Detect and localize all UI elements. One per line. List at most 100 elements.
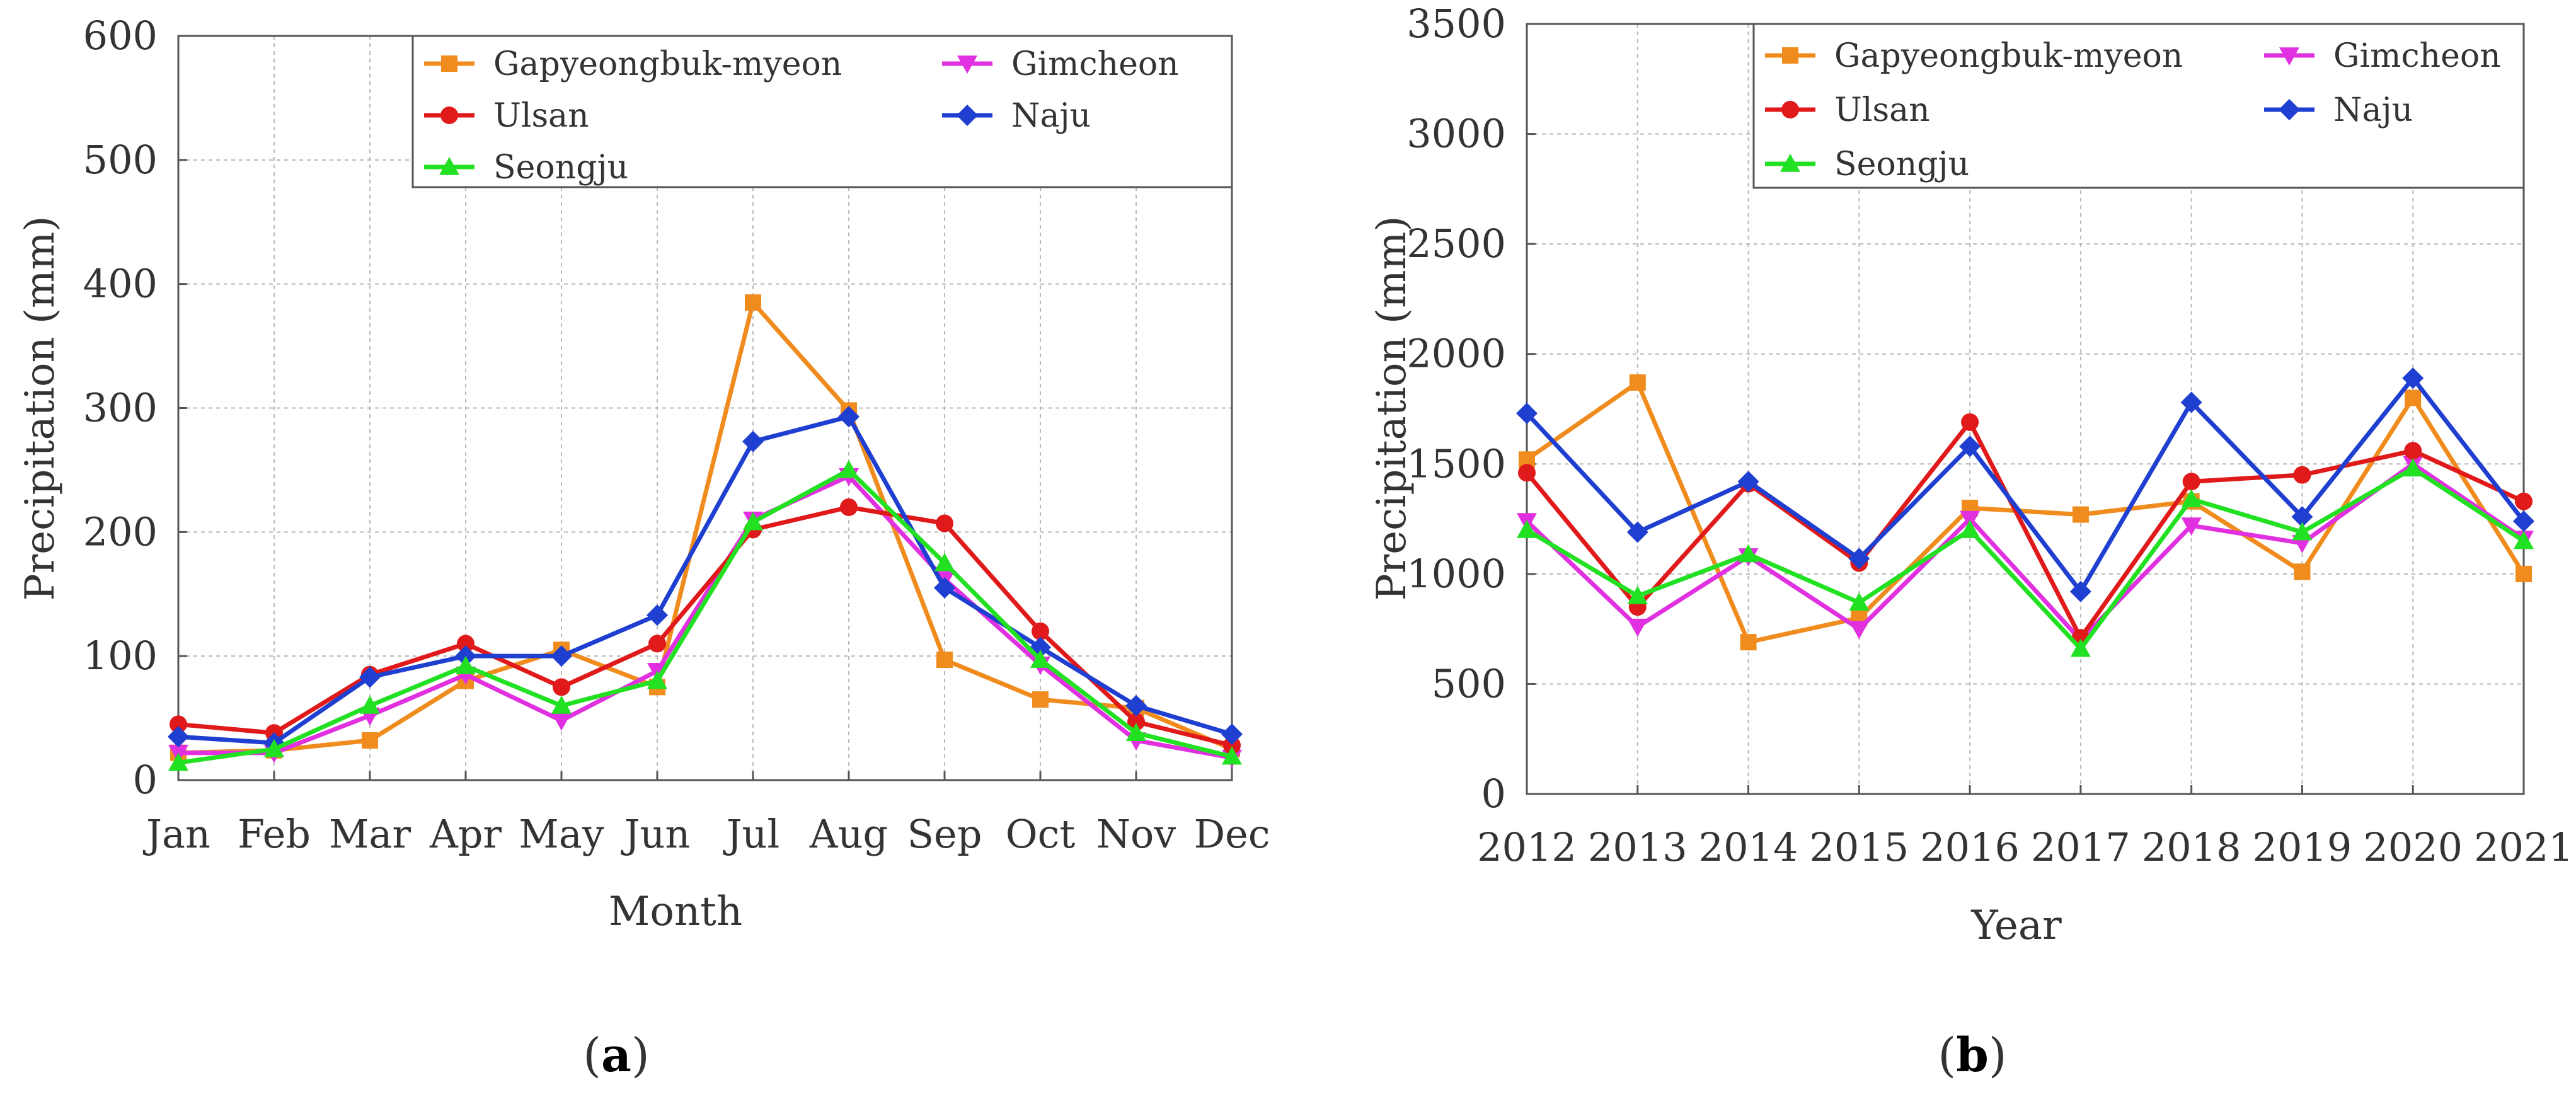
- data-point-naju: [2291, 506, 2313, 528]
- data-point-seongju: [1738, 544, 1759, 563]
- x-tick-label: Jul: [723, 811, 780, 857]
- series-ulsan: [1518, 413, 2533, 647]
- data-point-gapyeongbuk-myeon: [936, 652, 953, 669]
- x-axis-title: Month: [609, 888, 742, 935]
- y-tick-label: 600: [83, 13, 158, 59]
- data-point-naju: [2180, 391, 2202, 413]
- x-tick-label: Dec: [1193, 811, 1270, 857]
- data-point-naju: [2069, 580, 2091, 602]
- data-point-ulsan: [2182, 473, 2200, 491]
- legend-swatch-marker: [440, 106, 458, 124]
- y-axis-title: Precipitation (mm): [17, 216, 64, 601]
- series-seongju: [168, 459, 1242, 771]
- data-point-seongju: [1222, 746, 1242, 765]
- data-point-ulsan: [1223, 736, 1241, 754]
- data-point-seongju: [1517, 520, 1537, 538]
- series-line-seongju: [1526, 466, 2525, 652]
- data-point-ulsan: [1127, 713, 1145, 731]
- panel-label-open: (: [1938, 1028, 1956, 1083]
- data-point-gapyeongbuk-myeon: [2072, 506, 2089, 523]
- data-point-ulsan: [936, 514, 953, 532]
- data-point-naju: [1626, 521, 1648, 543]
- data-point-ulsan: [457, 635, 474, 653]
- data-point-seongju: [1126, 723, 1146, 742]
- data-point-ulsan: [553, 678, 570, 696]
- legend-entry-gapyeongbuk-myeon: Gapyeongbuk-myeon: [424, 45, 842, 83]
- legend-label: Seongju: [493, 149, 628, 187]
- data-point-gapyeongbuk-myeon: [1740, 634, 1757, 651]
- series-line-gapyeongbuk-myeon: [1526, 380, 2526, 645]
- data-point-naju: [1959, 435, 1981, 457]
- data-point-gapyeongbuk-myeon: [2516, 565, 2532, 582]
- legend-swatch-marker: [2279, 47, 2299, 66]
- legend-box: [411, 35, 1233, 188]
- data-point-gapyeongbuk-myeon: [2405, 389, 2422, 406]
- data-point-gimcheon: [1627, 618, 1648, 637]
- data-point-ulsan: [2293, 466, 2311, 484]
- data-point-seongju: [168, 752, 188, 771]
- data-point-naju: [2402, 367, 2424, 389]
- data-point-ulsan: [2515, 492, 2533, 510]
- x-tick-label: 2017: [2031, 824, 2130, 870]
- legend-entry-seongju: Seongju: [424, 149, 628, 187]
- data-point-naju: [2513, 510, 2534, 532]
- data-point-seongju: [743, 512, 763, 531]
- legend-entry-gimcheon: Gimcheon: [942, 45, 1179, 83]
- data-point-naju: [1221, 723, 1243, 745]
- data-point-seongju: [264, 739, 284, 757]
- y-tick-label: 400: [83, 261, 158, 307]
- legend-label: Gapyeongbuk-myeon: [1834, 37, 2183, 75]
- data-point-seongju: [2403, 458, 2424, 477]
- data-point-naju: [1848, 548, 1870, 570]
- data-point-naju: [742, 430, 764, 452]
- legend-label: Ulsan: [1834, 91, 1930, 129]
- y-tick-label: 200: [83, 509, 158, 555]
- legend-swatch-marker: [1782, 47, 1798, 64]
- x-tick-label: 2019: [2253, 824, 2352, 870]
- panel-label-letter: b: [1956, 1028, 1989, 1083]
- series-line-naju: [1525, 376, 2526, 594]
- legend: Gapyeongbuk-myeon Gimcheon Ulsan Naju Seongj…: [1752, 23, 2525, 189]
- data-point-seongju: [1849, 592, 1870, 611]
- data-point-gapyeongbuk-myeon: [1629, 374, 1646, 391]
- y-tick-label: 2500: [1406, 221, 1506, 267]
- x-tick-label: Aug: [809, 811, 888, 857]
- x-tick-label: Jan: [142, 811, 210, 857]
- legend-entry-naju: Naju: [2264, 91, 2413, 129]
- series-line-naju: [178, 414, 1233, 745]
- series-line-seongju: [178, 468, 1233, 765]
- x-axis-title: Year: [1970, 902, 2062, 949]
- panel-label: (a): [583, 1028, 650, 1083]
- data-point-gapyeongbuk-myeon: [1032, 691, 1049, 708]
- data-point-ulsan: [648, 635, 666, 653]
- series-seongju: [1517, 458, 2534, 657]
- legend: Gapyeongbuk-myeon Gimcheon Ulsan Naju Seongj…: [411, 35, 1233, 188]
- chart-panel-a: 0 100 200 300 400 500 600 Jan Feb Mar Apr May Jun Jul…: [17, 13, 1270, 1083]
- y-tick-label: 500: [83, 137, 158, 183]
- legend-swatch-marker: [2279, 99, 2300, 120]
- data-point-seongju: [1627, 585, 1648, 604]
- y-tick-label: 100: [83, 633, 158, 679]
- y-tick-label: 3000: [1406, 111, 1506, 157]
- panel-label-letter: a: [601, 1028, 631, 1083]
- data-point-ulsan: [170, 715, 187, 733]
- data-point-naju: [838, 406, 860, 428]
- data-point-naju: [1737, 471, 1759, 493]
- x-tick-label: Jun: [621, 811, 691, 857]
- legend-entry-gimcheon: Gimcheon: [2264, 37, 2501, 75]
- legend-swatch-marker: [1780, 154, 1800, 172]
- y-tick-label: 0: [1481, 771, 1506, 817]
- chart-panel-b: 0 500 1000 1500 2000 2500 3000 3500 2012 2013 2014…: [1369, 1, 2573, 1083]
- data-point-seongju: [2514, 531, 2534, 549]
- panel-label-open: (: [583, 1028, 601, 1083]
- y-axis-title: Precipitation (mm): [1369, 216, 1415, 601]
- data-point-naju: [1125, 694, 1147, 716]
- x-tick-label: May: [519, 811, 604, 857]
- legend-entry-seongju: Seongju: [1765, 146, 1969, 183]
- data-point-seongju: [839, 459, 859, 478]
- series-line-gimcheon: [1525, 461, 2525, 643]
- data-point-seongju: [647, 670, 667, 689]
- legend-swatch-marker: [441, 55, 457, 72]
- legend-label: Ulsan: [493, 97, 589, 135]
- y-tick-label: 0: [133, 757, 158, 803]
